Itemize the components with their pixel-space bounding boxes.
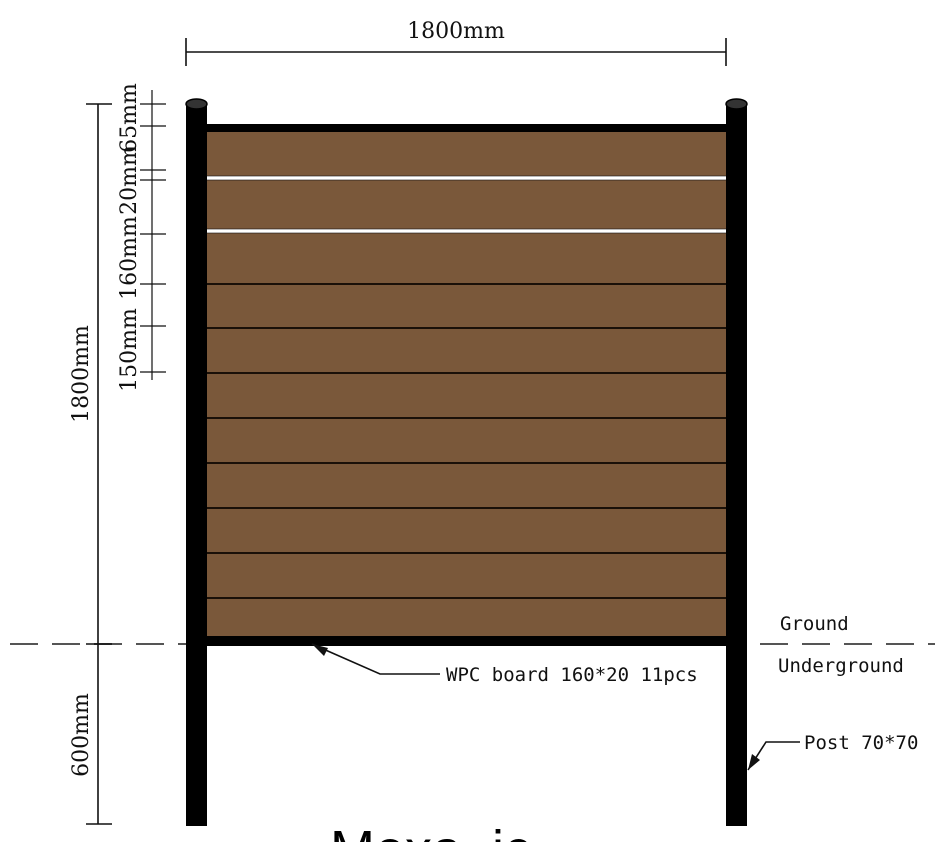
underground-label: Underground — [778, 655, 904, 677]
depth-label: 600mm — [69, 693, 94, 777]
spacing-label: 150mm — [117, 308, 142, 392]
bottom-rail — [206, 636, 728, 646]
height-dimension: 1800mm 600mm — [69, 103, 112, 825]
board-height-label: 160mm — [117, 216, 142, 300]
left-post — [185, 98, 208, 826]
ground-label: Ground — [780, 613, 849, 635]
detail-dimensions: 65mm 20mm 160mm 150mm — [117, 83, 166, 392]
top-gap-label: 65mm — [117, 83, 142, 153]
post-callout: Post 70*70 — [747, 732, 918, 771]
post-callout-label: Post 70*70 — [804, 732, 918, 754]
slot-label: 20mm — [117, 145, 142, 215]
board-callout-label: WPC board 160*20 11pcs — [446, 664, 698, 686]
board-lines — [206, 283, 728, 599]
top-rail — [206, 124, 728, 132]
board-panel — [206, 126, 728, 640]
height-label: 1800mm — [69, 325, 94, 423]
slot-strip — [205, 175, 729, 181]
width-dimension: 1800mm — [185, 19, 727, 66]
right-post — [725, 98, 748, 826]
brand-watermark: Mexa..ic — [330, 820, 531, 842]
width-label: 1800mm — [407, 19, 505, 44]
board-callout: WPC board 160*20 11pcs — [311, 643, 698, 686]
slot-strip — [205, 228, 729, 234]
